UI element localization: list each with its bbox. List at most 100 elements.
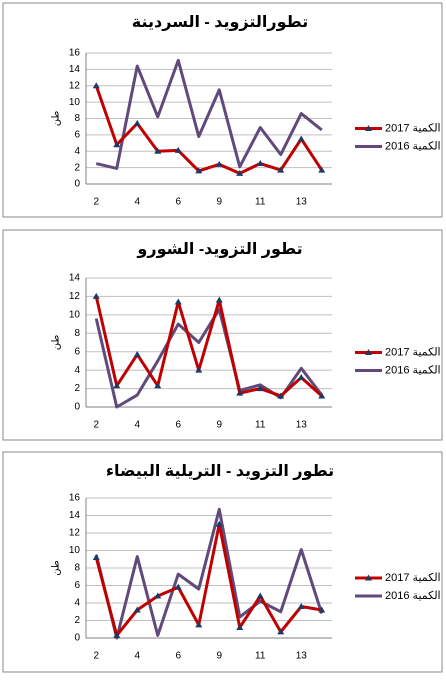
data-point bbox=[174, 583, 182, 590]
y-tick-label: 0 bbox=[74, 633, 80, 644]
x-tick-label: 11 bbox=[255, 197, 266, 208]
y-tick-label: 0 bbox=[74, 402, 80, 413]
data-point bbox=[113, 141, 121, 148]
y-tick-label: 4 bbox=[74, 146, 80, 157]
y-tick-label: 8 bbox=[74, 328, 80, 339]
y-tick-label: 16 bbox=[69, 48, 81, 59]
y-tick-label: 10 bbox=[69, 545, 81, 556]
y-tick-label: 8 bbox=[74, 113, 80, 124]
y-axis-label: طن bbox=[51, 560, 62, 576]
y-axis-label: طن bbox=[51, 111, 62, 127]
data-point bbox=[215, 520, 223, 527]
data-point bbox=[113, 382, 121, 389]
data-point bbox=[277, 392, 285, 399]
data-point bbox=[195, 366, 203, 373]
x-tick-label: 4 bbox=[134, 197, 140, 208]
data-point bbox=[154, 592, 162, 599]
y-axis-label: طن bbox=[51, 335, 62, 351]
chart: تطور التزويد - التريلية البيضاء 0 2 4 6 8 10 12… bbox=[2, 451, 443, 673]
y-tick-label: 0 bbox=[74, 179, 80, 190]
legend-label: الكمية 2017 bbox=[385, 572, 441, 584]
legend-label: الكمية 2016 bbox=[385, 590, 441, 602]
line-series bbox=[95, 58, 323, 170]
data-point bbox=[133, 119, 141, 126]
data-point bbox=[236, 389, 244, 396]
x-tick-label: 9 bbox=[216, 420, 222, 431]
y-tick-label: 14 bbox=[69, 510, 81, 521]
y-tick-label: 6 bbox=[74, 580, 80, 591]
data-point bbox=[215, 296, 223, 303]
data-point bbox=[92, 82, 100, 89]
chart-frame bbox=[2, 229, 443, 441]
x-tick-label: 6 bbox=[175, 420, 181, 431]
x-tick-label: 2 bbox=[93, 420, 99, 431]
data-point bbox=[215, 160, 223, 167]
data-point bbox=[113, 631, 121, 638]
chart-frame bbox=[2, 2, 443, 218]
legend-label: الكمية 2017 bbox=[385, 122, 441, 134]
data-point bbox=[236, 169, 244, 176]
line-series bbox=[94, 296, 323, 398]
data-point bbox=[92, 292, 100, 299]
y-tick-label: 4 bbox=[74, 598, 80, 609]
data-point bbox=[195, 167, 203, 174]
legend-label: الكمية 2016 bbox=[385, 140, 441, 152]
y-tick-label: 16 bbox=[69, 493, 81, 504]
data-point bbox=[277, 628, 285, 635]
data-point bbox=[297, 374, 305, 381]
data-point bbox=[297, 603, 305, 609]
data-point bbox=[92, 554, 100, 560]
x-tick-label: 13 bbox=[296, 197, 308, 208]
x-tick-label: 4 bbox=[134, 420, 140, 431]
data-point bbox=[318, 606, 326, 613]
data-point bbox=[236, 624, 244, 630]
y-tick-label: 14 bbox=[69, 64, 81, 75]
chart-title: تطور التزويد- الشورو bbox=[136, 241, 302, 258]
data-point bbox=[318, 392, 326, 399]
y-tick-label: 4 bbox=[74, 365, 80, 376]
x-tick-label: 9 bbox=[216, 651, 222, 662]
y-tick-label: 8 bbox=[74, 563, 80, 574]
legend-marker bbox=[365, 574, 372, 581]
data-point bbox=[195, 621, 203, 628]
y-tick-label: 2 bbox=[74, 162, 80, 173]
x-tick-label: 9 bbox=[216, 197, 222, 208]
data-point bbox=[277, 166, 285, 173]
line-series bbox=[94, 507, 324, 640]
y-tick-label: 2 bbox=[74, 383, 80, 394]
data-point bbox=[318, 166, 326, 173]
y-tick-label: 12 bbox=[69, 528, 81, 539]
y-tick-label: 10 bbox=[69, 309, 81, 320]
legend-label: الكمية 2016 bbox=[385, 364, 441, 376]
x-tick-label: 6 bbox=[175, 651, 181, 662]
x-tick-label: 2 bbox=[93, 197, 99, 208]
data-point bbox=[297, 135, 305, 142]
data-point bbox=[174, 146, 182, 153]
x-tick-label: 13 bbox=[296, 420, 308, 431]
y-tick-label: 12 bbox=[69, 80, 81, 91]
data-point bbox=[256, 160, 264, 167]
data-point bbox=[174, 298, 182, 305]
legend-marker bbox=[365, 125, 372, 131]
y-tick-label: 2 bbox=[74, 615, 80, 626]
y-tick-label: 14 bbox=[69, 273, 81, 284]
y-tick-label: 10 bbox=[69, 97, 81, 108]
x-tick-label: 2 bbox=[93, 651, 99, 662]
x-tick-label: 6 bbox=[175, 197, 181, 208]
chart: تطور التزويد- الشورو 0 2 4 6 8 10 12 14 طن 2 4 6 9 11 1… bbox=[2, 229, 443, 441]
chart: تطورالتزويد - السردينة 0 2 4 6 8 10 12 14 16 طن 2 4 6… bbox=[2, 2, 443, 218]
x-tick-label: 11 bbox=[255, 420, 266, 431]
chart-frame bbox=[2, 451, 443, 673]
x-tick-label: 11 bbox=[255, 651, 266, 662]
line-series bbox=[94, 522, 323, 637]
x-tick-label: 13 bbox=[296, 651, 308, 662]
y-tick-label: 6 bbox=[74, 130, 80, 141]
chart-title: تطور التزويد - التريلية البيضاء bbox=[106, 463, 334, 480]
x-tick-label: 4 bbox=[134, 651, 140, 662]
data-point bbox=[133, 350, 141, 357]
data-point bbox=[256, 592, 264, 599]
y-tick-label: 12 bbox=[69, 291, 81, 302]
data-point bbox=[256, 385, 264, 392]
chart-title: تطورالتزويد - السردينة bbox=[132, 14, 308, 31]
